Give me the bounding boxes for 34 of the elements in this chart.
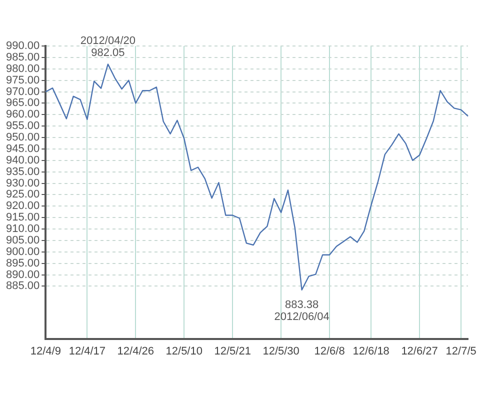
y-tick-label: 895.00 — [6, 257, 40, 270]
annotation: 2012/04/20 982.05 — [80, 35, 136, 60]
y-tick-label: 960.00 — [6, 108, 40, 121]
y-tick-label: 985.00 — [6, 51, 40, 64]
y-tick-label: 925.00 — [6, 188, 40, 201]
y-tick-label: 950.00 — [6, 132, 40, 144]
y-tick-label: 915.00 — [6, 212, 40, 224]
y-tick-label: 980.00 — [6, 62, 40, 75]
y-tick-label: 935.00 — [6, 166, 40, 178]
x-tick-label: 12/4/9 — [30, 345, 61, 358]
x-tick-label: 12/4/17 — [68, 345, 106, 358]
y-tick-label: 920.00 — [6, 200, 40, 212]
y-tick-label: 930.00 — [6, 177, 40, 190]
x-tick-label: 12/6/8 — [314, 345, 345, 358]
y-tick-label: 890.00 — [6, 268, 40, 281]
y-tick-label: 970.00 — [6, 86, 40, 98]
y-tick-label: 975.00 — [6, 74, 40, 86]
x-tick-label: 12/4/26 — [117, 345, 154, 358]
y-tick-label: 955.00 — [6, 120, 40, 132]
y-tick-label: 945.00 — [6, 142, 40, 155]
x-tick-label: 12/6/18 — [352, 345, 390, 358]
x-tick-label: 12/5/10 — [166, 345, 202, 358]
y-tick-label: 940.00 — [6, 154, 40, 166]
y-tick-label: 910.00 — [6, 223, 40, 236]
x-tick-label: 12/5/21 — [214, 345, 251, 358]
y-tick-label: 885.00 — [6, 280, 40, 292]
y-tick-label: 990.00 — [6, 40, 40, 52]
x-tick-label: 12/5/30 — [262, 345, 300, 358]
x-tick-label: 12/7/5 — [446, 345, 476, 358]
annotation: 883.38 2012/06/04 — [274, 298, 330, 323]
y-tick-label: 905.00 — [6, 234, 40, 246]
x-tick-label: 12/6/27 — [401, 345, 438, 358]
y-tick-label: 900.00 — [6, 246, 40, 258]
y-tick-label: 965.00 — [6, 97, 40, 110]
